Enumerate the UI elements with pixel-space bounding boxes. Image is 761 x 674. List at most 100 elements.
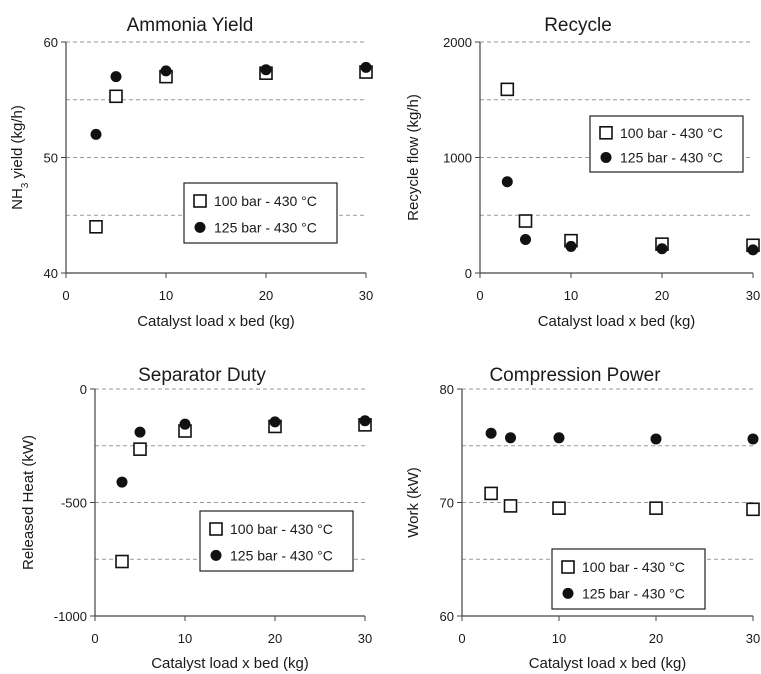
y-tick-label: -500 <box>61 496 87 511</box>
legend-label: 125 bar - 430 °C <box>582 585 685 601</box>
data-point-series-2 <box>650 433 662 445</box>
chart-panel-1: Ammonia Yield 40 50 60 0 10 20 30 Catalyst load … <box>9 15 373 330</box>
chart-panel-2: Recycle 0 1000 2000 0 10 20 30 Catalyst load x b… <box>405 15 760 330</box>
y-axis-label: Released Heat (kW) <box>20 435 37 570</box>
chart-title: Compression Power <box>489 365 661 386</box>
data-point-series-1 <box>746 502 760 517</box>
y-tick-label: 0 <box>465 266 472 281</box>
y-tick-label: 70 <box>440 496 454 511</box>
data-point-series-2 <box>747 244 759 256</box>
legend-marker <box>600 151 612 163</box>
legend: 100 bar - 430 °C 125 bar - 430 °C <box>551 548 706 610</box>
data-point-series-2 <box>269 416 281 428</box>
legend-marker <box>562 587 574 599</box>
data-point-series-1 <box>115 554 129 569</box>
chart-panel-4: Compression Power 60 70 80 0 10 20 30 Catalyst l… <box>405 365 760 672</box>
data-point-series-2 <box>160 65 172 77</box>
legend-box <box>589 115 744 173</box>
legend-label: 100 bar - 430 °C <box>620 125 723 141</box>
y-tick-label: -1000 <box>54 609 87 624</box>
chart-title: Ammonia Yield <box>127 15 254 36</box>
y-tick-label: 60 <box>440 609 454 624</box>
legend-box <box>199 510 354 572</box>
legend: 100 bar - 430 °C 125 bar - 430 °C <box>199 510 354 572</box>
data-point-series-1 <box>109 89 123 104</box>
legend-marker <box>194 221 206 233</box>
legend-label: 100 bar - 430 °C <box>582 559 685 575</box>
x-tick-label: 20 <box>649 631 663 646</box>
y-axis-label: Work (kW) <box>405 467 422 538</box>
chart-title: Separator Duty <box>138 365 266 386</box>
y-tick-label: 50 <box>44 151 58 166</box>
legend-marker <box>193 194 207 208</box>
x-tick-label: 30 <box>359 288 373 303</box>
x-tick-label: 10 <box>159 288 173 303</box>
chart-title: Recycle <box>544 15 612 36</box>
x-tick-label: 30 <box>358 631 372 646</box>
data-point-series-2 <box>179 418 191 430</box>
y-axis-label: NH3 yield (kg/h) <box>9 105 31 210</box>
x-axis-label: Catalyst load x bed (kg) <box>137 313 295 330</box>
x-axis-label: Catalyst load x bed (kg) <box>529 655 687 672</box>
x-axis-label: Catalyst load x bed (kg) <box>538 313 696 330</box>
data-point-series-2 <box>520 234 531 246</box>
y-axis-label: Recycle flow (kg/h) <box>405 94 422 221</box>
legend-label: 100 bar - 430 °C <box>230 521 333 537</box>
x-tick-label: 10 <box>564 288 578 303</box>
data-point-series-2 <box>747 433 759 445</box>
y-tick-label: 0 <box>80 382 87 397</box>
x-axis-label: Catalyst load x bed (kg) <box>151 655 309 672</box>
x-tick-label: 20 <box>268 631 282 646</box>
legend-label: 125 bar - 430 °C <box>620 149 723 165</box>
data-point-series-1 <box>552 501 566 515</box>
data-point-series-2 <box>656 243 668 255</box>
data-point-series-1 <box>133 442 147 456</box>
x-tick-label: 20 <box>259 288 273 303</box>
legend: 100 bar - 430 °C 125 bar - 430 °C <box>183 182 338 244</box>
data-point-series-2 <box>485 427 497 439</box>
data-point-series-1 <box>500 82 515 97</box>
legend-box <box>551 548 706 610</box>
data-point-series-2 <box>501 176 513 188</box>
x-tick-label: 30 <box>746 631 760 646</box>
x-tick-label: 0 <box>62 288 69 303</box>
y-tick-label: 2000 <box>443 35 472 50</box>
x-tick-label: 0 <box>91 631 98 646</box>
data-point-series-2 <box>110 71 122 83</box>
legend-label: 125 bar - 430 °C <box>214 219 317 235</box>
legend-marker <box>599 126 613 140</box>
legend-label: 125 bar - 430 °C <box>230 547 333 563</box>
legend-label: 100 bar - 430 °C <box>214 193 317 209</box>
data-point-series-2 <box>90 128 102 140</box>
data-point-series-1 <box>89 220 103 234</box>
data-point-series-2 <box>505 432 516 444</box>
data-point-series-1 <box>484 486 498 501</box>
y-tick-label: 1000 <box>443 151 472 166</box>
legend-marker <box>561 560 575 574</box>
x-tick-label: 0 <box>458 631 465 646</box>
y-tick-label: 40 <box>44 266 58 281</box>
legend-marker <box>210 549 222 561</box>
data-point-series-2 <box>134 426 146 438</box>
x-tick-label: 10 <box>178 631 192 646</box>
legend: 100 bar - 430 °C 125 bar - 430 °C <box>589 115 744 173</box>
y-tick-label: 80 <box>440 382 454 397</box>
x-tick-label: 0 <box>476 288 483 303</box>
y-tick-label: 60 <box>44 35 58 50</box>
data-point-series-1 <box>503 499 518 513</box>
legend-box <box>183 182 338 244</box>
x-tick-label: 10 <box>552 631 566 646</box>
x-tick-label: 30 <box>746 288 760 303</box>
data-point-series-2 <box>553 432 565 444</box>
chart-panel-3: Separator Duty -1000 -500 0 0 10 20 30 Catalyst … <box>20 365 372 672</box>
data-point-series-2 <box>260 64 272 76</box>
data-point-series-1 <box>518 214 533 228</box>
data-point-series-2 <box>565 240 577 252</box>
legend-marker <box>209 522 223 536</box>
data-point-series-1 <box>649 501 663 515</box>
data-point-series-2 <box>359 415 371 427</box>
data-point-series-2 <box>360 61 372 73</box>
x-tick-label: 20 <box>655 288 669 303</box>
data-point-series-2 <box>116 476 128 488</box>
